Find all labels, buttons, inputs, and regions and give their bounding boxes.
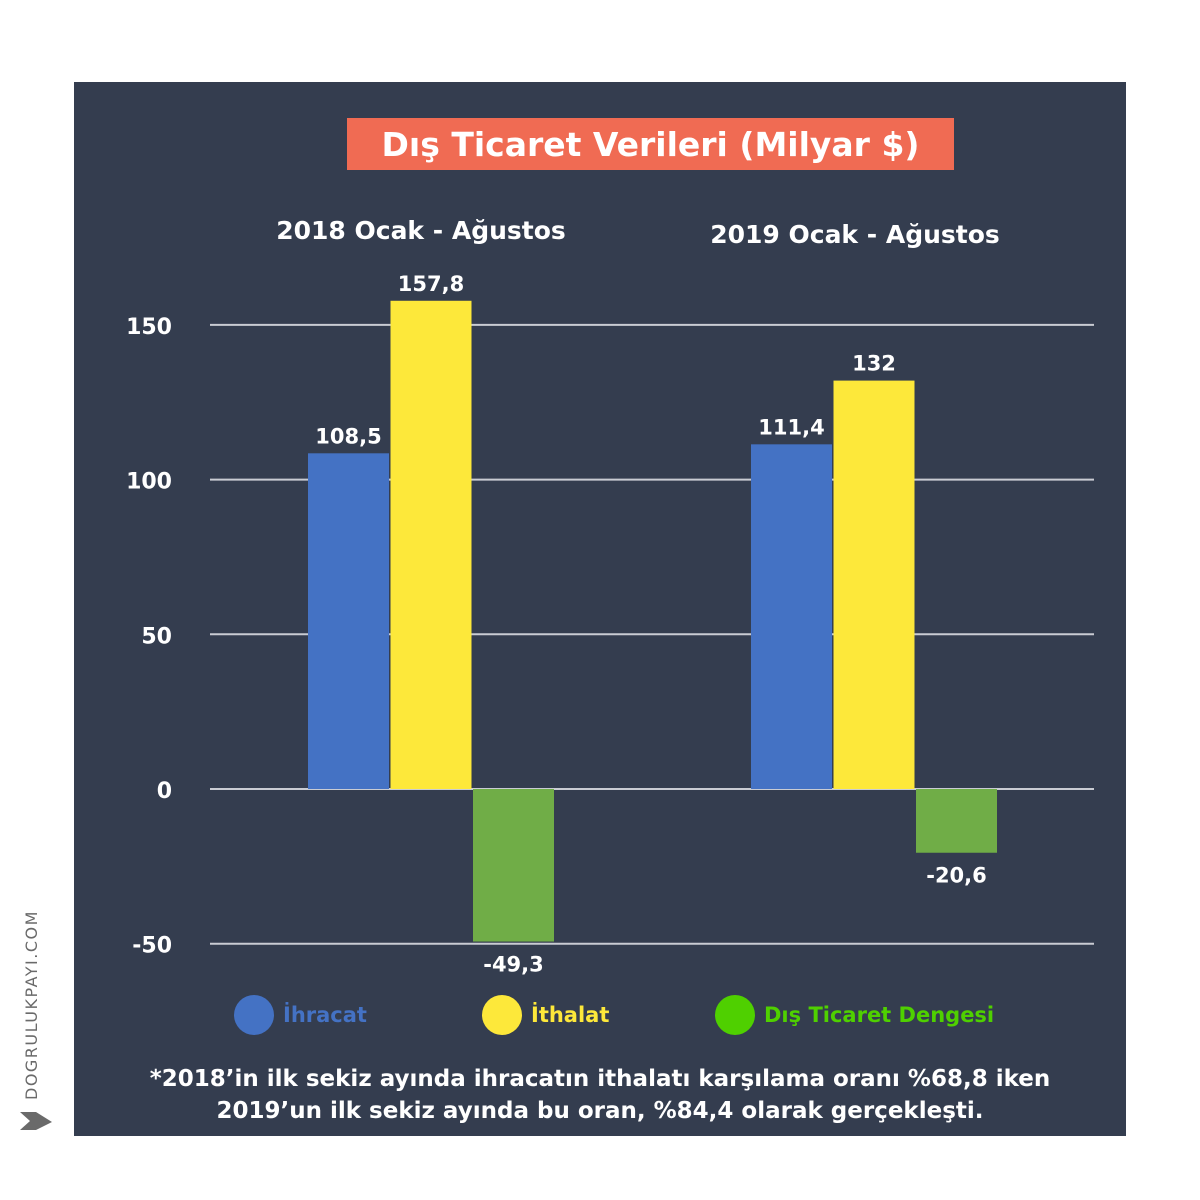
y-tick-label: 150 [126, 315, 172, 340]
chart-panel [74, 82, 1126, 1136]
legend-label-ihracat: İhracat [283, 1003, 367, 1027]
y-tick-label: -50 [132, 934, 172, 959]
legend-label-ithalat: İthalat [531, 1003, 610, 1027]
data-label: -20,6 [926, 864, 987, 888]
legend-label-denge: Dış Ticaret Dengesi [764, 1003, 995, 1027]
bar [751, 444, 832, 789]
brand-logo-icon [20, 1112, 52, 1130]
bar [390, 300, 472, 789]
data-label: 108,5 [315, 424, 381, 448]
data-label: -49,3 [483, 953, 544, 977]
bar [916, 789, 997, 853]
y-tick-label: 100 [126, 470, 172, 495]
legend-dot-ithalat [482, 995, 522, 1035]
legend-item-denge: Dış Ticaret Dengesi [715, 995, 994, 1035]
footnote-line-1: *2018’in ilk sekiz ayında ihracatın itha… [149, 1066, 1051, 1092]
data-label: 157,8 [398, 272, 464, 296]
legend-item-ihracat: İhracat [234, 995, 367, 1035]
footnote-line-2: 2019’un ilk sekiz ayında bu oran, %84,4 … [216, 1098, 984, 1124]
legend-item-ithalat: İthalat [482, 995, 609, 1035]
bar [308, 453, 389, 789]
legend-dot-ihracat [234, 995, 274, 1035]
y-tick-label: 50 [141, 624, 172, 649]
watermark-text: DOGRULUKPAYI.COM [22, 910, 41, 1100]
period-label-2018: 2018 Ocak - Ağustos [276, 216, 566, 245]
y-tick-label: 0 [157, 779, 172, 804]
chart-title: Dış Ticaret Verileri (Milyar $) [347, 118, 954, 170]
bar [473, 789, 554, 942]
data-label: 111,4 [758, 415, 824, 439]
period-label-2019: 2019 Ocak - Ağustos [710, 220, 1000, 249]
data-label: 132 [852, 352, 896, 376]
footnote: *2018’in ilk sekiz ayında ihracatın itha… [74, 1063, 1126, 1127]
bar [833, 380, 915, 789]
legend-dot-denge [715, 995, 755, 1035]
